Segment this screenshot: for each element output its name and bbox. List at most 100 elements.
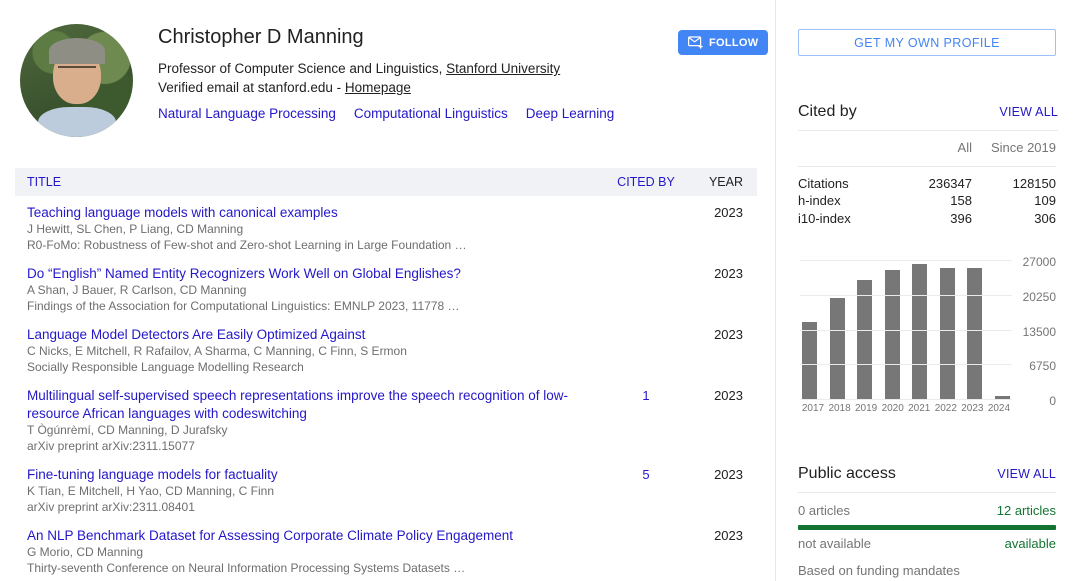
stats-column-headers: All Since 2019 — [798, 139, 1056, 157]
chart-bars — [800, 261, 1012, 400]
public-access-counts: 0 articles 12 articles — [798, 503, 1056, 518]
chart-x-tick-label: 2023 — [961, 403, 984, 414]
article-row: Teaching language models with canonical … — [15, 204, 757, 253]
stat-label: i10-index — [798, 210, 851, 226]
follow-button-label: FOLLOW — [709, 36, 759, 49]
stat-label: h-index — [798, 193, 841, 208]
chart-bar-2024[interactable] — [994, 395, 1010, 400]
sort-by-citations-header[interactable]: CITED BY — [617, 175, 675, 189]
stat-value-all: 236347 — [928, 175, 972, 191]
sidebar: GET MY OWN PROFILE Cited by VIEW ALL All… — [798, 0, 1058, 578]
public-access-header: Public access VIEW ALL — [798, 465, 1056, 483]
stat-value-since: 306 — [1034, 210, 1056, 226]
chart-x-tick-label: 2019 — [855, 403, 878, 414]
articles-table-header: TITLE CITED BY YEAR — [15, 168, 757, 196]
cited-by-section-header: Cited by VIEW ALL — [798, 103, 1058, 121]
chart-y-tick-label: 0 — [1049, 394, 1056, 408]
chart-bar-2020[interactable] — [884, 269, 900, 400]
chart-plot-area — [800, 260, 1012, 400]
available-label: available — [1004, 536, 1056, 551]
public-access-view-all-link[interactable]: VIEW ALL — [997, 467, 1056, 481]
interests-list: Natural Language Processing Computational… — [158, 106, 632, 121]
chart-gridline — [800, 294, 1012, 296]
stats-col-since: Since 2019 — [990, 140, 1056, 155]
article-cited-by-count[interactable]: 1 — [642, 388, 650, 403]
chart-y-tick-label: 20250 — [1022, 289, 1056, 304]
chart-bar-2022[interactable] — [939, 267, 955, 400]
chart-x-tick-label: 2017 — [801, 403, 825, 414]
profile-photo — [20, 24, 133, 137]
get-my-own-profile-button[interactable]: GET MY OWN PROFILE — [798, 29, 1056, 56]
article-authors: T Ògúnrèmí, CD Manning, D Jurafsky — [27, 423, 228, 437]
funding-mandates-note: Based on funding mandates — [798, 563, 960, 578]
stat-value-since: 109 — [1034, 193, 1056, 208]
article-title-link[interactable]: Language Model Detectors Are Easily Opti… — [27, 327, 366, 342]
article-title-link[interactable]: Teaching language models with canonical … — [27, 205, 338, 220]
chart-x-tick-label: 2024 — [987, 403, 1011, 414]
stat-value-all: 396 — [950, 210, 972, 226]
article-venue: Findings of the Association for Computat… — [27, 298, 460, 313]
not-available-label: not available — [798, 536, 871, 551]
article-venue: R0-FoMo: Robustness of Few-shot and Zero… — [27, 237, 467, 252]
article-title-link[interactable]: An NLP Benchmark Dataset for Assessing C… — [27, 528, 513, 543]
stat-value-since: 128150 — [1012, 175, 1056, 191]
not-available-count: 0 articles — [798, 503, 851, 518]
sort-by-title-header[interactable]: TITLE — [27, 175, 62, 189]
stat-label: Citations — [798, 175, 849, 191]
cited-by-heading: Cited by — [798, 103, 857, 120]
homepage-link[interactable]: Homepage — [344, 80, 411, 95]
chart-x-tick-label: 2021 — [908, 403, 931, 414]
article-year: 2023 — [714, 388, 743, 403]
article-row: An NLP Benchmark Dataset for Assessing C… — [15, 527, 757, 576]
stats-rows: Citations 236347 128150 h-index 158 109 … — [798, 175, 1056, 228]
chart-x-axis-labels: 2017 2018 2019 2020 2021 2022 2023 2024 — [800, 403, 1012, 414]
chart-x-tick-label: 2022 — [934, 403, 957, 414]
article-year: 2023 — [714, 266, 743, 281]
affiliation-text: Professor of Computer Science and Lingui… — [158, 61, 447, 76]
chart-bar-2018[interactable] — [829, 298, 845, 400]
articles-table: TITLE CITED BY YEAR Teaching language mo… — [15, 168, 757, 581]
article-year: 2023 — [714, 205, 743, 220]
chart-gridline — [800, 399, 1012, 400]
article-title-link[interactable]: Multilingual self-supervised speech repr… — [27, 388, 569, 421]
chart-x-tick-label: 2018 — [828, 403, 851, 414]
stats-col-all: All — [957, 140, 972, 155]
citation-stats-table: All Since 2019 Citations 236347 128150 h… — [798, 139, 1056, 227]
affiliation-line: Professor of Computer Science and Lingui… — [158, 59, 632, 78]
article-authors: G Morio, CD Manning — [27, 545, 144, 559]
chart-bar-2021[interactable] — [912, 264, 928, 400]
available-count: 12 articles — [996, 503, 1056, 518]
chart-bar-2019[interactable] — [857, 280, 873, 400]
chart-x-tick-label: 2020 — [881, 403, 904, 414]
photo-glasses — [58, 66, 96, 75]
article-cited-by-count[interactable]: 5 — [642, 467, 650, 482]
article-authors: C Nicks, E Mitchell, R Rafailov, A Sharm… — [27, 344, 407, 358]
stat-value-all: 158 — [950, 193, 972, 208]
article-title-link[interactable]: Do “English” Named Entity Recognizers Wo… — [27, 266, 461, 281]
cited-by-view-all-link[interactable]: VIEW ALL — [999, 105, 1058, 119]
follow-button[interactable]: FOLLOW — [678, 30, 769, 55]
year-header: YEAR — [708, 175, 743, 189]
chart-bar-2023[interactable] — [967, 268, 983, 400]
article-row: Fine-tuning language models for factuali… — [15, 466, 757, 515]
interest-link[interactable]: Natural Language Processing — [158, 106, 336, 121]
citations-per-year-chart: 2017 2018 2019 2020 2021 2022 2023 2024 0 6750 13… — [798, 255, 1056, 419]
article-year: 2023 — [714, 327, 743, 342]
interest-link[interactable]: Deep Learning — [525, 106, 615, 121]
chart-y-tick-label: 6750 — [1029, 359, 1056, 374]
chart-gridline — [800, 329, 1012, 331]
article-title-link[interactable]: Fine-tuning language models for factuali… — [27, 467, 278, 482]
sidebar-divider — [775, 0, 776, 581]
interest-link[interactable]: Computational Linguistics — [353, 106, 508, 121]
chart-gridline — [800, 260, 1012, 261]
article-venue: Socially Responsible Language Modelling … — [27, 359, 304, 374]
article-venue: Thirty-seventh Conference on Neural Info… — [27, 560, 466, 575]
chart-y-tick-label: 13500 — [1022, 324, 1056, 339]
chart-bar-2017[interactable] — [802, 322, 817, 400]
article-venue: arXiv preprint arXiv:2311.08401 — [27, 499, 195, 514]
public-access-labels: not available available — [798, 536, 1056, 551]
photo-hair — [49, 38, 105, 64]
affiliation-link[interactable]: Stanford University — [446, 61, 561, 76]
articles-list: Teaching language models with canonical … — [15, 196, 757, 576]
